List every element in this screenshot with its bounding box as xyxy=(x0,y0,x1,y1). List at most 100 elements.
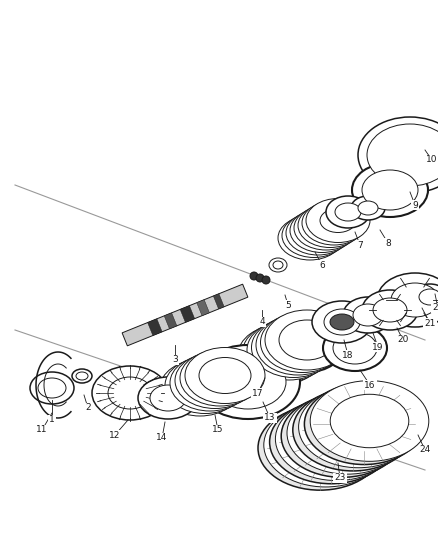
Ellipse shape xyxy=(312,301,372,343)
Ellipse shape xyxy=(170,355,250,411)
Text: 9: 9 xyxy=(412,200,418,209)
Ellipse shape xyxy=(335,203,361,221)
Ellipse shape xyxy=(310,381,429,462)
Ellipse shape xyxy=(290,414,372,470)
Ellipse shape xyxy=(76,372,88,380)
Polygon shape xyxy=(213,294,224,309)
Ellipse shape xyxy=(265,310,349,370)
Ellipse shape xyxy=(358,117,438,193)
Ellipse shape xyxy=(150,385,186,411)
Ellipse shape xyxy=(308,216,344,240)
Ellipse shape xyxy=(330,314,354,330)
Ellipse shape xyxy=(367,124,438,186)
Ellipse shape xyxy=(281,394,403,478)
Ellipse shape xyxy=(30,372,74,404)
Ellipse shape xyxy=(282,214,346,257)
Ellipse shape xyxy=(270,400,392,484)
Text: 13: 13 xyxy=(264,414,276,423)
Ellipse shape xyxy=(262,276,270,284)
Ellipse shape xyxy=(362,290,418,330)
Ellipse shape xyxy=(377,273,438,327)
Ellipse shape xyxy=(189,362,241,399)
Ellipse shape xyxy=(138,377,198,419)
Ellipse shape xyxy=(290,208,354,253)
Text: 11: 11 xyxy=(36,425,48,434)
Text: 20: 20 xyxy=(397,335,409,344)
Ellipse shape xyxy=(302,201,366,245)
Ellipse shape xyxy=(304,219,340,243)
Ellipse shape xyxy=(286,211,350,255)
Text: 19: 19 xyxy=(372,343,384,351)
Ellipse shape xyxy=(300,221,336,245)
Ellipse shape xyxy=(412,284,438,310)
Ellipse shape xyxy=(275,322,331,362)
Ellipse shape xyxy=(419,289,438,305)
Ellipse shape xyxy=(258,406,382,490)
Ellipse shape xyxy=(301,408,383,464)
Ellipse shape xyxy=(243,322,326,383)
Text: 17: 17 xyxy=(252,389,264,398)
Ellipse shape xyxy=(196,345,300,419)
Ellipse shape xyxy=(298,204,362,247)
Ellipse shape xyxy=(264,403,387,487)
Ellipse shape xyxy=(256,274,264,282)
Ellipse shape xyxy=(279,320,335,360)
Ellipse shape xyxy=(293,389,413,471)
Ellipse shape xyxy=(292,226,328,250)
Text: 6: 6 xyxy=(319,261,325,270)
Ellipse shape xyxy=(358,201,378,215)
Ellipse shape xyxy=(316,211,352,235)
Polygon shape xyxy=(164,313,177,329)
Ellipse shape xyxy=(273,322,343,372)
Ellipse shape xyxy=(294,206,358,250)
Ellipse shape xyxy=(165,358,245,414)
Text: 1: 1 xyxy=(49,416,55,424)
Ellipse shape xyxy=(261,312,345,373)
Ellipse shape xyxy=(180,350,260,406)
Ellipse shape xyxy=(287,392,408,474)
Text: 15: 15 xyxy=(212,425,224,434)
Ellipse shape xyxy=(313,402,393,457)
Text: 5: 5 xyxy=(285,301,291,310)
Ellipse shape xyxy=(296,223,332,247)
Ellipse shape xyxy=(199,358,251,393)
Ellipse shape xyxy=(250,272,258,280)
Ellipse shape xyxy=(160,360,240,416)
Ellipse shape xyxy=(318,400,399,454)
Text: 8: 8 xyxy=(385,238,391,247)
Ellipse shape xyxy=(175,352,255,408)
Ellipse shape xyxy=(323,325,387,371)
Ellipse shape xyxy=(282,328,334,366)
Text: 10: 10 xyxy=(426,156,438,165)
Ellipse shape xyxy=(351,196,385,220)
Ellipse shape xyxy=(278,419,362,477)
Ellipse shape xyxy=(299,386,418,468)
Ellipse shape xyxy=(362,170,418,210)
Text: 12: 12 xyxy=(110,431,121,440)
Ellipse shape xyxy=(320,208,356,232)
Ellipse shape xyxy=(179,367,231,403)
Polygon shape xyxy=(197,300,209,316)
Ellipse shape xyxy=(194,360,246,396)
Ellipse shape xyxy=(330,394,409,448)
Ellipse shape xyxy=(333,332,377,364)
Ellipse shape xyxy=(352,163,428,217)
Ellipse shape xyxy=(343,297,393,333)
Text: 24: 24 xyxy=(419,446,431,455)
Ellipse shape xyxy=(92,366,168,420)
Ellipse shape xyxy=(325,397,403,451)
Ellipse shape xyxy=(238,325,322,385)
Text: 2: 2 xyxy=(85,403,91,413)
Ellipse shape xyxy=(256,315,340,375)
Ellipse shape xyxy=(257,333,312,373)
Polygon shape xyxy=(180,305,194,322)
Ellipse shape xyxy=(210,355,286,409)
Ellipse shape xyxy=(185,348,265,403)
Ellipse shape xyxy=(261,330,317,370)
Text: 23: 23 xyxy=(334,473,346,482)
Ellipse shape xyxy=(284,417,367,473)
Ellipse shape xyxy=(174,370,226,406)
Ellipse shape xyxy=(247,320,331,380)
Ellipse shape xyxy=(304,383,424,465)
Ellipse shape xyxy=(295,411,378,467)
